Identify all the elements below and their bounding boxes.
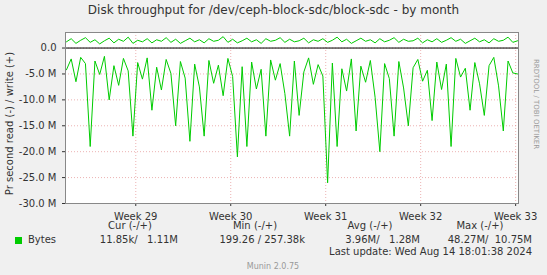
html-text:Bytes: Bytes <box>28 234 57 245</box>
svg-text:Week 32: Week 32 <box>399 211 442 220</box>
html-text:11.85k/ 1.11M: 11.85k/ 1.11M <box>99 234 178 245</box>
html-text:RRDTOOL / TOBI OETIKER: RRDTOOL / TOBI OETIKER <box>532 58 540 150</box>
svg-text:Week 31: Week 31 <box>304 211 347 220</box>
svg-text:-25.0 M: -25.0 M <box>19 172 57 183</box>
svg-text:-20.0 M: -20.0 M <box>19 146 57 157</box>
svg-text:0.0: 0.0 <box>41 42 57 53</box>
html-text:Last update: Wed Aug 14 18:01:: Last update: Wed Aug 14 18:01:38 2024 <box>329 246 532 257</box>
html-text:Min (-/+): Min (-/+) <box>233 220 277 231</box>
html-text:Max (-/+): Max (-/+) <box>456 220 504 231</box>
html-text:199.26 / 257.38k: 199.26 / 257.38k <box>219 234 305 245</box>
svg-text:Week 33: Week 33 <box>494 211 537 220</box>
html-text:Pr second read (-) / write (+): Pr second read (-) / write (+) <box>3 51 15 196</box>
html-text:Cur (-/+): Cur (-/+) <box>108 220 152 231</box>
html-text:Avg (-/+): Avg (-/+) <box>347 220 393 231</box>
html-text:3.96M/ 1.28M: 3.96M/ 1.28M <box>345 234 420 245</box>
svg-text:Week 30: Week 30 <box>209 211 252 220</box>
html-text:Disk throughput for /dev/ceph-: Disk throughput for /dev/ceph-block-sdc/… <box>87 3 460 17</box>
svg-text:-15.0 M: -15.0 M <box>19 120 57 131</box>
svg-text:Week 29: Week 29 <box>114 211 157 220</box>
svg-text:-10.0 M: -10.0 M <box>19 94 57 105</box>
svg-text:-30.0 M: -30.0 M <box>19 198 57 209</box>
svg-text:-5.0 M: -5.0 M <box>25 68 56 79</box>
html-text:48.27M/ 10.75M: 48.27M/ 10.75M <box>447 234 532 245</box>
html-text:Munin 2.0.75: Munin 2.0.75 <box>246 262 300 271</box>
